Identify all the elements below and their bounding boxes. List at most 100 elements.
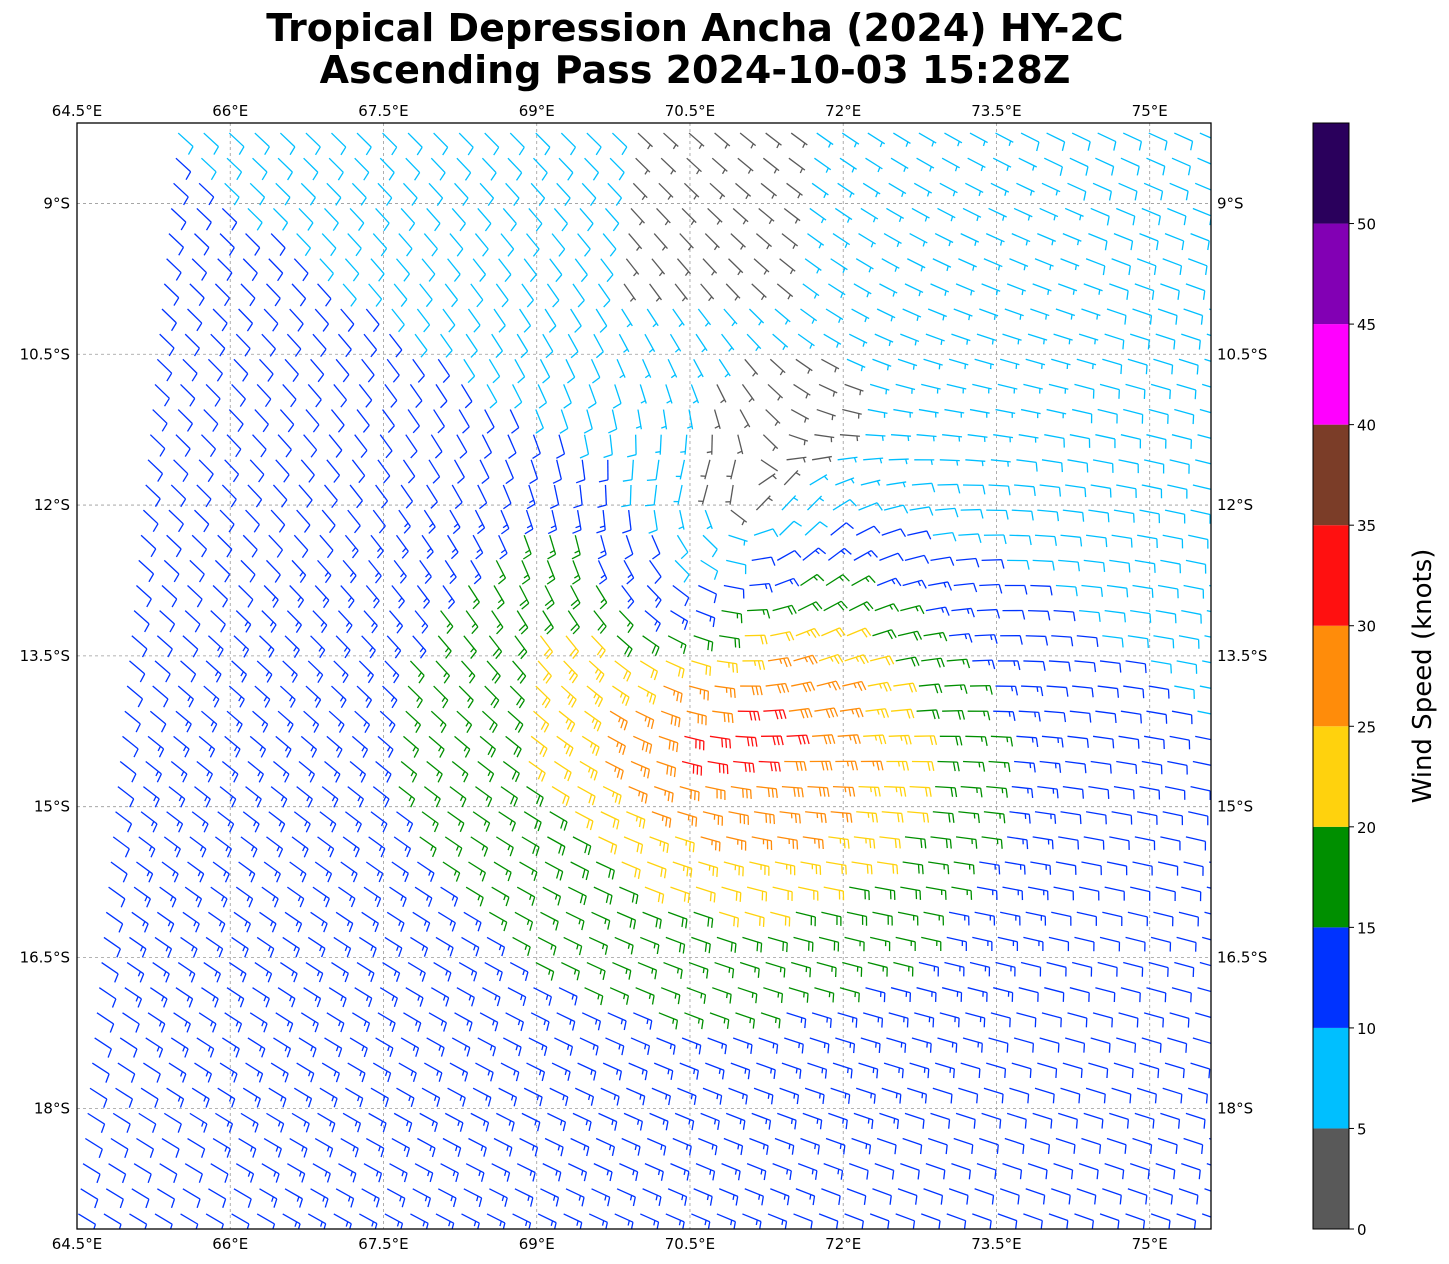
wind-barb — [888, 458, 909, 465]
wind-barb — [1169, 459, 1190, 474]
wind-barb — [1060, 258, 1080, 271]
wind-barb — [1155, 333, 1176, 350]
wind-barb — [916, 434, 937, 442]
wind-barb — [389, 333, 403, 358]
wind-barb — [867, 132, 886, 148]
wind-barb — [1055, 308, 1076, 320]
wind-barb — [683, 182, 700, 200]
wind-barb — [479, 459, 490, 485]
wind-barb — [166, 258, 182, 281]
wind-barb — [1025, 358, 1046, 370]
wind-barb — [693, 358, 704, 379]
wind-barb — [902, 308, 922, 321]
wind-barb — [182, 358, 198, 382]
wind-barb — [201, 157, 217, 181]
wind-barb — [625, 258, 640, 277]
wind-barb — [224, 459, 240, 483]
wind-barb — [395, 258, 410, 282]
wind-barb — [597, 484, 607, 508]
wind-barb — [788, 157, 806, 174]
wind-barb — [851, 308, 870, 323]
wind-barb — [1083, 283, 1103, 295]
wind-barb — [514, 358, 526, 384]
wind-barb — [335, 358, 350, 383]
wind-barb — [632, 182, 648, 201]
wind-barb — [874, 333, 894, 347]
wind-barb — [321, 233, 337, 257]
wind-barb — [751, 283, 767, 301]
wind-barb — [451, 484, 463, 510]
wind-barb — [790, 132, 808, 149]
wind-barb — [830, 258, 848, 274]
colorbar-tick-label-4: 20 — [1357, 819, 1376, 837]
colorbar-bin-6 — [1313, 525, 1349, 626]
wind-barb — [879, 283, 898, 297]
wind-barb — [275, 182, 291, 206]
wind-barb — [398, 233, 413, 257]
wind-barb — [467, 308, 481, 333]
wind-barb — [391, 308, 405, 333]
wind-barb — [212, 308, 228, 332]
wind-barb — [841, 132, 860, 148]
wind-barb — [709, 182, 726, 200]
wind-barb — [175, 434, 191, 457]
wind-barb — [628, 233, 643, 251]
wind-barb — [697, 308, 712, 327]
wind-barb — [876, 308, 896, 322]
wind-barb — [1162, 258, 1183, 276]
wind-barb — [259, 358, 274, 382]
wind-barb — [753, 258, 770, 275]
wind-barb — [939, 459, 960, 466]
wind-barb — [1206, 333, 1211, 337]
wind-barb — [728, 258, 744, 276]
wind-barb — [521, 283, 534, 308]
wind-barb — [1018, 434, 1039, 443]
wind-barb — [839, 434, 860, 442]
lat-tick-right-1: 10.5°S — [1217, 345, 1267, 363]
wind-barb — [895, 383, 916, 394]
wind-barb — [574, 258, 588, 283]
wind-barb — [1051, 358, 1071, 370]
wind-barb — [382, 409, 395, 434]
wind-barb — [472, 258, 487, 282]
wind-barb — [330, 409, 345, 433]
wind-barb — [804, 258, 822, 274]
wind-barb — [268, 258, 284, 282]
wind-barb — [537, 384, 548, 409]
wind-barb — [704, 233, 720, 251]
wind-barb — [739, 409, 751, 429]
wind-barb — [700, 459, 711, 480]
wind-barb — [1041, 459, 1064, 473]
wind-barb — [967, 434, 988, 443]
wind-barb — [444, 283, 459, 308]
wind-barb — [363, 333, 378, 358]
wind-barb — [565, 358, 576, 384]
wind-barb — [168, 233, 185, 256]
wind-barb — [1020, 408, 1041, 419]
wind-barb — [1171, 434, 1193, 449]
colorbar-bin-0 — [1313, 1128, 1349, 1229]
wind-barb — [226, 157, 243, 181]
wind-barb — [430, 157, 446, 181]
wind-barb — [1195, 459, 1211, 465]
wind-barb — [972, 383, 992, 394]
wind-barb — [546, 283, 560, 308]
wind-barb — [542, 333, 554, 359]
wind-barb — [407, 409, 420, 434]
wind-barb — [583, 409, 593, 434]
lon-tick-top-7: 75°E — [1132, 102, 1168, 120]
wind-barb — [621, 484, 632, 508]
wind-barb — [282, 383, 297, 408]
wind-barb — [187, 308, 203, 332]
wind-barb — [1176, 383, 1197, 400]
wind-barb — [713, 409, 721, 429]
wind-barb — [349, 484, 363, 509]
wind-barb — [486, 384, 498, 409]
wind-barb — [205, 383, 221, 407]
wind-barb — [1076, 358, 1097, 370]
wind-barb — [556, 434, 566, 459]
wind-barb — [481, 434, 493, 459]
wind-barb — [730, 233, 746, 250]
wind-barb — [765, 132, 782, 149]
wind-barb — [147, 459, 164, 482]
